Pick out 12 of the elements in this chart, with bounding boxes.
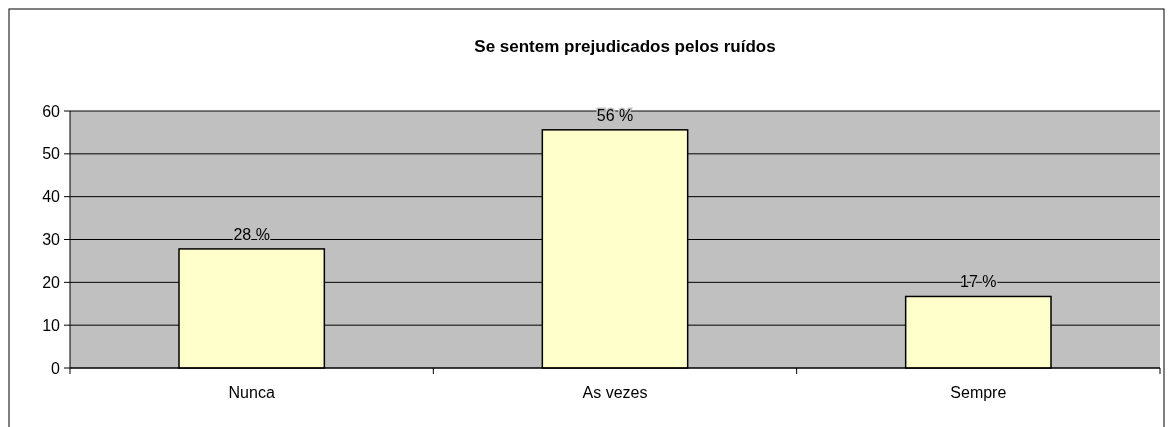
data-label: 56 % [596, 106, 634, 124]
y-tick-label: 0 [51, 359, 61, 377]
x-tick-label: Nunca [228, 384, 275, 401]
x-tick-label: Sempre [950, 384, 1007, 401]
chart-title: Se sentem prejudicados pelos ruídos [474, 37, 776, 56]
x-tick-label: As vezes [582, 384, 648, 401]
y-tick-label: 60 [42, 102, 61, 120]
y-tick-label: 20 [42, 273, 61, 291]
y-tick-label: 10 [42, 316, 61, 334]
y-tick-label: 50 [42, 145, 61, 163]
y-tick-label: 30 [42, 231, 61, 249]
y-tick-label: 40 [42, 188, 61, 206]
